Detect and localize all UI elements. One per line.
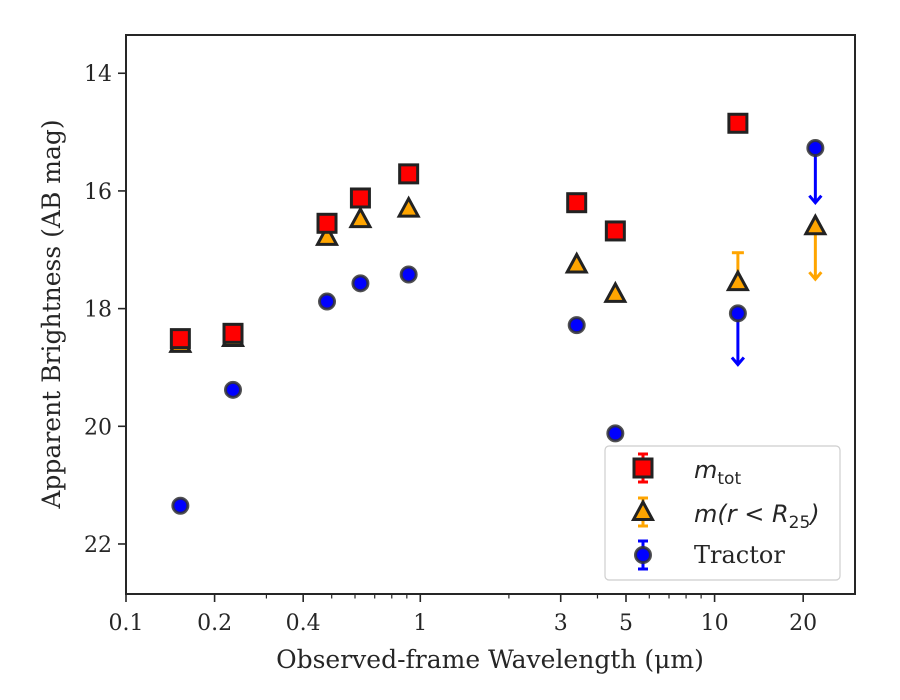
- y-tick-label: 22: [84, 533, 112, 558]
- data-point-square: [169, 328, 191, 350]
- legend-label-tractor: Tractor: [694, 541, 785, 569]
- x-tick-label: 10: [701, 611, 729, 636]
- data-point-square: [222, 322, 244, 344]
- x-tick-label: 0.4: [286, 611, 321, 636]
- data-point-triangle: [314, 223, 340, 246]
- data-point-square: [727, 112, 749, 134]
- data-point-circle: [606, 424, 625, 443]
- data-point-circle: [399, 265, 418, 284]
- data-point-circle: [351, 274, 370, 293]
- legend: mtot m(r < R25) Tractor: [604, 445, 841, 581]
- y-axis-label: Apparent Brightness (AB mag): [37, 119, 66, 509]
- upper-limit-arrow-head: [808, 194, 823, 206]
- legend-mr25-tail: ): [808, 500, 819, 528]
- data-point-circle: [318, 292, 337, 311]
- data-point-circle: [806, 138, 825, 157]
- y-tick-label: 14: [84, 62, 112, 87]
- data-point-circle: [224, 380, 243, 399]
- legend-mr25-main: m(r < R: [694, 500, 789, 528]
- plot-frame: [125, 34, 856, 595]
- data-point-circle: [171, 496, 190, 515]
- data-point-triangle: [803, 213, 828, 236]
- data-point-triangle: [564, 251, 589, 274]
- legend-mtot-sub: tot: [717, 469, 741, 489]
- data-point-square: [316, 212, 338, 234]
- data-point-square: [566, 192, 588, 214]
- y-tick-label: 20: [84, 415, 112, 440]
- data-point-circle: [728, 304, 747, 323]
- upper-limit-arrow-head: [730, 356, 746, 367]
- data-point-square: [349, 187, 371, 209]
- y-axis: 14 16 18 20 22: [84, 62, 126, 558]
- data-point-triangle: [348, 206, 373, 229]
- x-tick-label: 1: [413, 611, 427, 636]
- y-tick-label: 18: [84, 298, 112, 323]
- chart-marks: [168, 112, 828, 515]
- legend-marker-square: [632, 457, 654, 479]
- x-tick-label: 0.1: [109, 611, 144, 636]
- data-point-circle: [567, 316, 586, 335]
- data-point-triangle: [603, 280, 628, 303]
- legend-label-mr25: m(r < R25): [694, 500, 820, 533]
- data-point-triangle: [725, 268, 750, 292]
- legend-marker-circle: [634, 546, 652, 564]
- legend-markers: [630, 452, 656, 571]
- data-point-square: [604, 220, 626, 242]
- x-axis-label: Observed-frame Wavelength (μm): [276, 645, 704, 674]
- legend-label-mtot: mtot: [694, 456, 741, 489]
- x-tick-label: 20: [789, 611, 817, 636]
- legend-marker-triangle: [630, 498, 656, 521]
- legend-mtot-main: m: [694, 456, 717, 484]
- x-axis: 0.1 0.2 0.4 1 3 5 10 20: [109, 594, 817, 636]
- upper-limit-arrow-head: [808, 271, 823, 282]
- y-tick-label: 16: [84, 180, 112, 205]
- legend-mr25-sub: 25: [789, 513, 811, 533]
- legend-box: [604, 445, 841, 581]
- x-tick-label: 3: [554, 611, 568, 636]
- data-point-square: [398, 163, 420, 185]
- x-tick-label: 0.2: [197, 611, 232, 636]
- data-point-triangle: [396, 195, 421, 218]
- x-tick-label: 5: [619, 611, 633, 636]
